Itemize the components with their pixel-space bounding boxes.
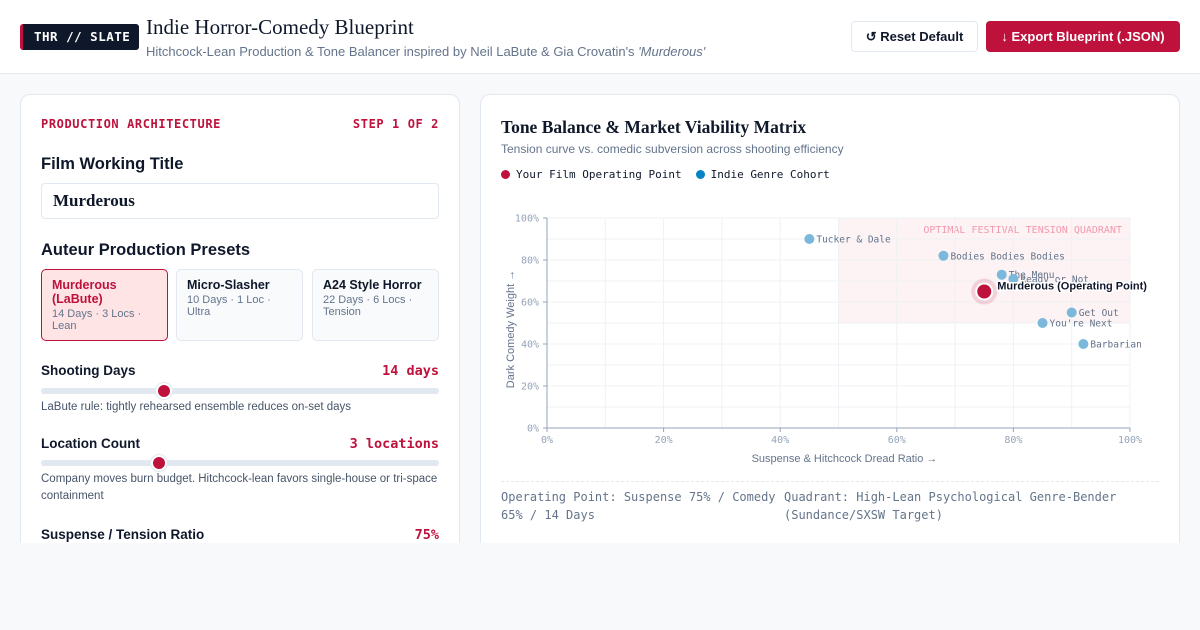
chart-subtitle: Tension curve vs. comedic subversion acr…	[501, 142, 844, 156]
cohort-point-get-out	[1066, 307, 1077, 318]
page-subtitle: Hitchcock-Lean Production & Tone Balance…	[146, 44, 705, 59]
legend-marker	[501, 170, 510, 179]
y-tick-label: 0%	[527, 424, 539, 435]
operating-point-label: Murderous (Operating Point)	[997, 281, 1147, 293]
shooting-days-value: 14 days	[382, 363, 439, 379]
app-header: THR // SLATE Indie Horror-Comedy Bluepri…	[0, 0, 1200, 74]
cohort-point-barbarian	[1078, 339, 1089, 349]
y-axis-title: Dark Comedy Weight →	[505, 270, 517, 388]
y-tick-label: 100%	[515, 214, 539, 225]
shooting-days-slider-thumb[interactable]	[156, 383, 173, 399]
cohort-point-the-menu	[996, 269, 1007, 280]
cohort-label-bodies-bodies-bodies: Bodies Bodies Bodies	[950, 251, 1064, 262]
location-count-slider[interactable]	[41, 455, 439, 471]
slate-badge: THR // SLATE	[20, 24, 140, 50]
export-blueprint-button[interactable]: ↓ Export Blueprint (.JSON)	[986, 21, 1180, 52]
step-indicator: STEP 1 OF 2	[352, 117, 439, 131]
footer-divider	[501, 481, 1159, 482]
location-count-help: Company moves burn budget. Hitchcock-lea…	[41, 473, 438, 502]
optimal-quadrant-label: OPTIMAL FESTIVAL TENSION QUADRANT	[923, 225, 1122, 236]
cohort-label-ready-or-not: Ready or Not	[1020, 274, 1089, 285]
tone-matrix-panel: Tone Balance & Market Viability Matrix T…	[480, 94, 1180, 554]
suspense-ratio-value: 75%	[414, 527, 439, 543]
location-count-label: Location Count	[41, 436, 140, 451]
production-architecture-panel: PRODUCTION ARCHITECTURE STEP 1 OF 2 Film…	[20, 94, 460, 554]
cohort-label-the-menu: The Menu	[1009, 270, 1055, 281]
shooting-days-label: Shooting Days	[41, 363, 136, 378]
preset-name: Micro-Slasher	[187, 278, 270, 292]
presets-heading: Auteur Production Presets	[41, 241, 251, 259]
legend-marker	[695, 170, 705, 179]
page-title: Indie Horror-Comedy Blueprint	[146, 15, 414, 39]
subtitle-film-name: 'Murderous'	[638, 44, 706, 59]
y-tick-label: 20%	[521, 382, 539, 393]
location-count-slider-thumb[interactable]	[151, 455, 168, 471]
y-tick-label: 60%	[521, 298, 539, 309]
legend-label: Your Film Operating Point	[516, 168, 682, 181]
working-title-heading: Film Working Title	[41, 155, 184, 173]
section-label: PRODUCTION ARCHITECTURE	[41, 117, 221, 131]
chart-legend: Your Film Operating Point Indie Genre Co…	[501, 168, 830, 181]
preset-name: A24 Style Horror	[323, 278, 422, 292]
cohort-point-tucker-dale	[804, 234, 815, 244]
y-tick-label: 40%	[521, 340, 539, 351]
cohort-label-barbarian: Barbarian	[1090, 340, 1141, 351]
y-tick-label: 80%	[521, 256, 539, 267]
suspense-ratio-label: Suspense / Tension Ratio	[41, 527, 205, 542]
preset-a24-style-horror[interactable]: A24 Style Horror 22 Days · 6 Locs · Tens…	[312, 269, 439, 341]
cohort-point-you-re-next	[1037, 318, 1048, 328]
preset-micro-slasher[interactable]: Micro-Slasher 10 Days · 1 Loc · Ultra	[176, 269, 303, 341]
preset-meta: 22 Days · 6 Locs · Tension	[323, 294, 413, 318]
quadrant-summary: Quadrant: High-Lean Psychological Genre-…	[784, 490, 1117, 522]
subtitle-text: Hitchcock-Lean Production & Tone Balance…	[146, 44, 639, 59]
cohort-point-bodies-bodies-bodies	[938, 250, 949, 261]
cohort-point-ready-or-not	[1008, 273, 1019, 284]
reset-default-button[interactable]: ↺ Reset Default	[851, 21, 978, 52]
preset-meta: 14 Days · 3 Locs · Lean	[52, 308, 142, 332]
page-background	[0, 543, 1200, 630]
legend-label: Indie Genre Cohort	[710, 168, 830, 181]
shooting-days-slider[interactable]	[41, 383, 439, 399]
tone-matrix-chart: OPTIMAL FESTIVAL TENSION QUADRANT 0% 20% 40…	[505, 214, 1149, 466]
cohort-label-get-out: Get Out	[1079, 308, 1119, 319]
cohort-label-you-re-next: You're Next	[1050, 319, 1113, 330]
operating-point-marker	[975, 282, 994, 301]
shooting-days-help: LaBute rule: tightly rehearsed ensemble …	[41, 401, 352, 413]
preset-name: Murderous (LaBute)	[52, 278, 117, 306]
legend-item-operating-point: Your Film Operating Point	[501, 168, 682, 181]
x-tick-label: 40%	[771, 435, 789, 446]
x-tick-label: 80%	[1004, 435, 1022, 446]
legend-item-cohort: Indie Genre Cohort	[695, 168, 830, 181]
cohort-label-tucker-dale: Tucker & Dale	[816, 235, 891, 246]
preset-murderous[interactable]: Murderous (LaBute) 14 Days · 3 Locs · Le…	[41, 269, 168, 341]
x-tick-label: 100%	[1118, 435, 1142, 446]
operating-point-summary: Operating Point: Suspense 75% / Comedy 6…	[501, 490, 776, 522]
x-tick-label: 60%	[888, 435, 906, 446]
preset-meta: 10 Days · 1 Loc · Ultra	[187, 294, 271, 318]
x-tick-label: 0%	[541, 435, 553, 446]
x-axis-title: Suspense & Hitchcock Dread Ratio →	[752, 453, 938, 465]
optimal-quadrant-region	[838, 218, 1130, 323]
chart-title: Tone Balance & Market Viability Matrix	[501, 117, 807, 137]
working-title-input[interactable]	[41, 183, 439, 219]
x-tick-label: 20%	[655, 435, 673, 446]
location-count-value: 3 locations	[349, 436, 439, 452]
